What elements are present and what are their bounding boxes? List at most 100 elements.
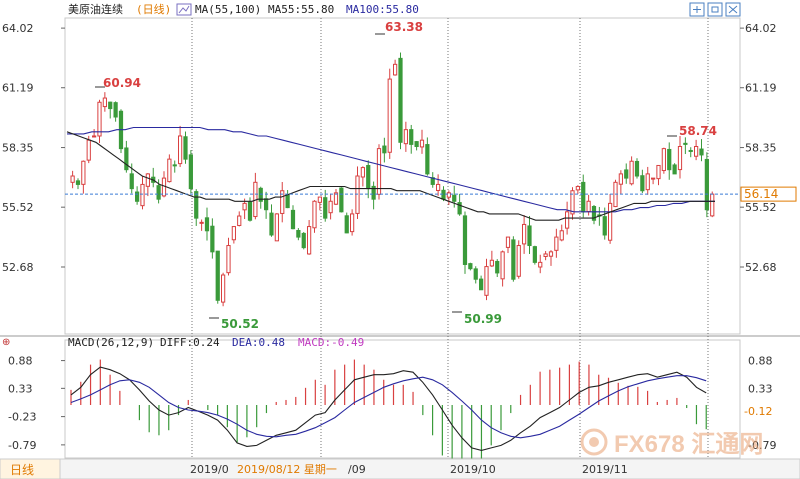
candle xyxy=(387,78,392,153)
ma-indicator-glyph xyxy=(178,5,190,14)
candle xyxy=(172,164,177,167)
candle xyxy=(672,164,677,175)
y-tick-label-left: 64.02 xyxy=(2,22,34,35)
candle xyxy=(398,57,403,143)
candle xyxy=(247,201,253,221)
candle xyxy=(140,183,145,207)
candle xyxy=(81,160,86,185)
candle xyxy=(699,148,704,156)
candle xyxy=(586,200,591,212)
candle xyxy=(344,215,349,234)
candle xyxy=(538,261,543,268)
candle xyxy=(360,167,365,178)
candle xyxy=(554,236,559,251)
candle xyxy=(634,160,640,177)
candle xyxy=(323,197,328,219)
macd-tick-label-right: 0.33 xyxy=(748,382,773,395)
candle xyxy=(113,102,118,118)
ma-params-label: MA(55,100) xyxy=(195,3,261,16)
candle xyxy=(581,181,586,213)
extreme-price-label: 58.74 xyxy=(679,124,717,138)
current-price-label: 56.14 xyxy=(744,187,778,201)
candle xyxy=(441,189,446,200)
candle xyxy=(376,148,382,195)
macd-settings-icon[interactable]: ⊕ xyxy=(2,337,10,348)
candle xyxy=(629,160,634,185)
candle xyxy=(290,209,296,230)
candle xyxy=(312,200,317,229)
y-tick-label-right: 61.19 xyxy=(745,82,777,95)
chart-toolbar xyxy=(689,2,741,17)
y-tick-label-left: 58.35 xyxy=(2,142,34,155)
extreme-price-label: 60.94 xyxy=(103,76,141,90)
candle xyxy=(548,251,554,257)
candle xyxy=(704,158,709,211)
candle xyxy=(462,215,468,265)
y-tick-label-right: 55.52 xyxy=(745,201,777,214)
period-label: (日线) xyxy=(136,2,171,16)
candle xyxy=(511,239,516,280)
candle xyxy=(242,202,247,211)
candle xyxy=(92,135,97,138)
watermark-text: FX678 汇通网 xyxy=(614,431,763,458)
y-tick-label-left: 55.52 xyxy=(2,201,34,214)
candle xyxy=(516,245,521,277)
y-tick-label-left: 52.68 xyxy=(2,261,34,274)
y-tick-label-right: 52.68 xyxy=(745,261,777,274)
macd-dea-line xyxy=(70,375,707,439)
restore-icon[interactable] xyxy=(707,2,723,17)
candle xyxy=(258,187,263,202)
extreme-price-label: 50.52 xyxy=(221,317,259,331)
candle xyxy=(484,266,489,296)
candle xyxy=(307,226,312,255)
candle xyxy=(231,226,236,241)
candle xyxy=(183,136,188,160)
main-pane-frame xyxy=(64,17,741,335)
candle xyxy=(591,205,597,221)
candle xyxy=(532,246,537,263)
candle xyxy=(403,129,408,145)
macd-params-label: MACD(26,12,9) xyxy=(68,336,154,349)
candle xyxy=(215,250,220,301)
candle xyxy=(495,260,500,274)
macd-tick-label-left: -0.79 xyxy=(8,439,36,452)
date-label-1: 2019/0 xyxy=(190,463,229,476)
candle xyxy=(640,175,645,192)
candle xyxy=(366,165,371,190)
candle xyxy=(694,146,699,157)
date-label-3: 2019/10 xyxy=(450,463,496,476)
candle xyxy=(226,245,231,274)
candle xyxy=(156,185,161,200)
candle xyxy=(75,180,81,185)
candle xyxy=(355,175,360,214)
candle xyxy=(285,194,290,209)
candle xyxy=(505,236,511,248)
date-label-4: 2019/11 xyxy=(582,463,628,476)
candle xyxy=(167,158,172,183)
candle xyxy=(210,225,215,253)
candle xyxy=(70,175,75,183)
macd-tick-label-left: 0.88 xyxy=(8,355,33,368)
candle xyxy=(333,192,339,205)
macd-tick-label-right: -0.79 xyxy=(748,439,776,452)
candle xyxy=(602,216,607,236)
candle xyxy=(371,185,376,200)
candle xyxy=(688,149,693,152)
ma55-line xyxy=(66,131,715,221)
candle xyxy=(135,191,140,202)
candle xyxy=(199,221,204,224)
candle xyxy=(565,211,570,229)
date-label-2: /09 xyxy=(348,463,366,476)
candle xyxy=(188,154,193,190)
tab-daily-label: 日线 xyxy=(10,463,34,477)
candle xyxy=(425,144,430,175)
tab-daily[interactable] xyxy=(0,458,61,479)
candle xyxy=(350,213,355,233)
candle xyxy=(97,101,102,137)
candle xyxy=(269,212,274,236)
candle xyxy=(645,173,650,191)
candle xyxy=(624,169,629,179)
macd-diff-value: DIFF:0.24 xyxy=(160,336,220,349)
